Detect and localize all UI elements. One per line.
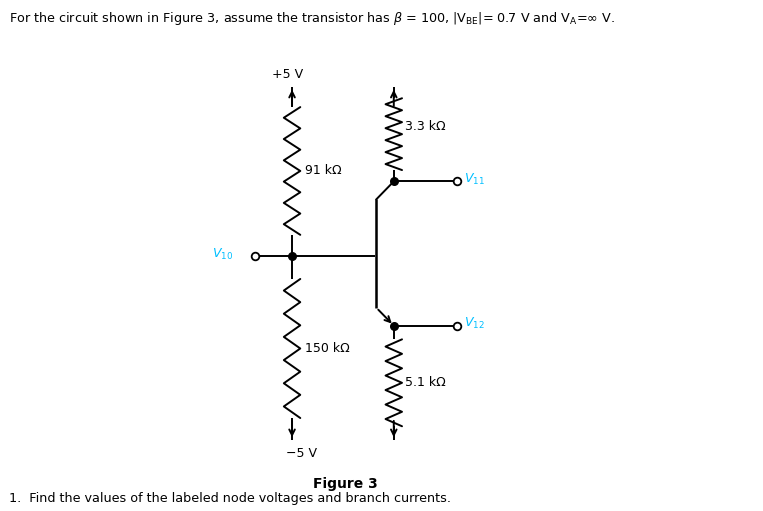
Text: Figure 3: Figure 3 [313,477,378,491]
Text: $V_{10}$: $V_{10}$ [211,246,233,262]
Text: 5.1 kΩ: 5.1 kΩ [405,376,446,389]
Text: 3.3 kΩ: 3.3 kΩ [405,120,446,133]
Text: $V_{11}$: $V_{11}$ [464,172,485,187]
Point [388,177,400,185]
Text: 1.  Find the values of the labeled node voltages and branch currents.: 1. Find the values of the labeled node v… [9,492,451,505]
Point [388,321,400,330]
Text: +5 V: +5 V [272,68,303,81]
Text: For the circuit shown in Figure 3, assume the transistor has $\beta$ = 100, |V$_: For the circuit shown in Figure 3, assum… [9,10,615,28]
Point [286,252,298,260]
Text: 150 kΩ: 150 kΩ [304,342,349,355]
Text: −5 V: −5 V [286,447,317,460]
Text: $V_{12}$: $V_{12}$ [464,316,485,331]
Text: 91 kΩ: 91 kΩ [304,165,341,177]
